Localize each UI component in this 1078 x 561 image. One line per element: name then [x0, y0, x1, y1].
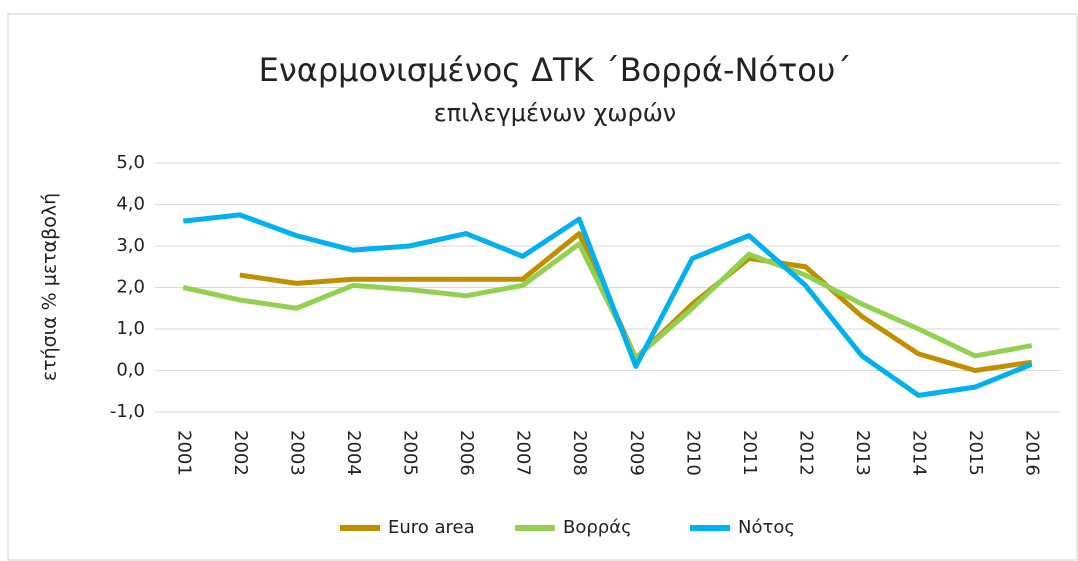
x-tick-label: 2002: [230, 430, 251, 476]
y-tick-label: -1,0: [110, 401, 145, 422]
y-tick-label: 5,0: [116, 152, 145, 173]
x-tick-label: 2010: [682, 430, 703, 476]
y-tick-label: 2,0: [116, 277, 145, 298]
x-tick-label: 2006: [456, 430, 477, 476]
y-tick-label: 0,0: [116, 360, 145, 381]
x-tick-label: 2014: [909, 430, 930, 476]
x-tick-label: 2008: [569, 430, 590, 476]
x-tick-label: 2009: [626, 430, 647, 476]
y-tick-label: 3,0: [116, 235, 145, 256]
chart-title: Εναρμονισμένος ΔΤΚ ΄Βορρά-Νότου΄: [259, 51, 852, 89]
x-tick-label: 2015: [965, 430, 986, 476]
y-tick-label: 1,0: [116, 318, 145, 339]
x-tick-label: 2005: [400, 430, 421, 476]
x-tick-label: 2007: [513, 430, 534, 476]
legend-label: Βορράς: [563, 517, 632, 538]
series-line: [182, 241, 1033, 361]
x-tick-label: 2011: [739, 430, 760, 476]
series-line: [183, 212, 1033, 398]
x-tick-label: 2013: [852, 430, 873, 476]
y-tick-label: 4,0: [116, 194, 145, 215]
x-tick-label: 2003: [286, 430, 307, 476]
legend-label: Euro area: [388, 517, 475, 538]
x-tick-label: 2001: [173, 430, 194, 476]
x-tick-label: 2012: [795, 430, 816, 476]
x-tick-label: 2004: [343, 430, 364, 476]
y-axis-label: ετήσια % μεταβολή: [39, 193, 61, 381]
chart-subtitle: επιλεγμένων χωρών: [434, 99, 676, 127]
legend-label: Νότος: [738, 517, 795, 538]
x-tick-label: 2016: [1022, 430, 1043, 476]
